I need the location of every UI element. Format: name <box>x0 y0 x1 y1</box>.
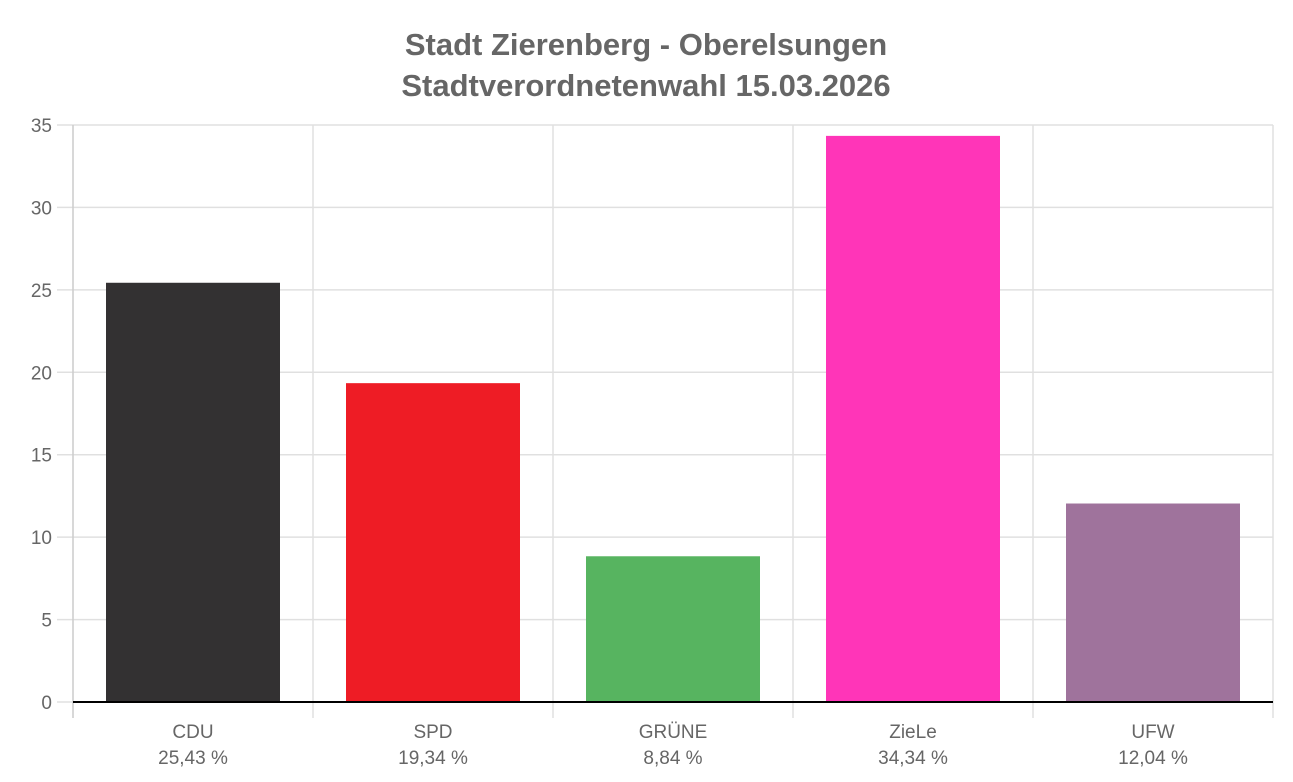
bar-ufw <box>1066 503 1240 702</box>
x-category-label: ZieLe <box>889 722 937 743</box>
bar-value-label: 25,43 % <box>158 748 228 769</box>
x-category-label: GRÜNE <box>639 722 708 743</box>
y-tick-label: 35 <box>31 116 52 137</box>
y-tick-label: 30 <box>31 198 52 219</box>
y-tick-label: 15 <box>31 446 52 467</box>
y-tick-label: 0 <box>41 693 52 714</box>
bar-cdu <box>106 282 280 702</box>
bar-grüne <box>586 556 760 702</box>
bar-value-label: 12,04 % <box>1118 748 1188 769</box>
y-tick-label: 20 <box>31 363 52 384</box>
bar-ziele <box>826 135 1000 703</box>
y-tick-label: 5 <box>41 611 52 632</box>
y-tick-label: 25 <box>31 281 52 302</box>
bar-value-label: 19,34 % <box>398 748 468 769</box>
bar-value-label: 8,84 % <box>643 748 702 769</box>
y-tick-label: 10 <box>31 528 52 549</box>
bar-spd <box>346 383 520 702</box>
chart-title-line-2: Stadtverordnetenwahl 15.03.2026 <box>401 68 890 103</box>
x-category-label: CDU <box>172 722 213 743</box>
x-category-label: UFW <box>1131 722 1174 743</box>
bar-value-label: 34,34 % <box>878 748 948 769</box>
x-category-label: SPD <box>413 722 452 743</box>
chart-title-line-1: Stadt Zierenberg - Oberelsungen <box>405 27 887 62</box>
